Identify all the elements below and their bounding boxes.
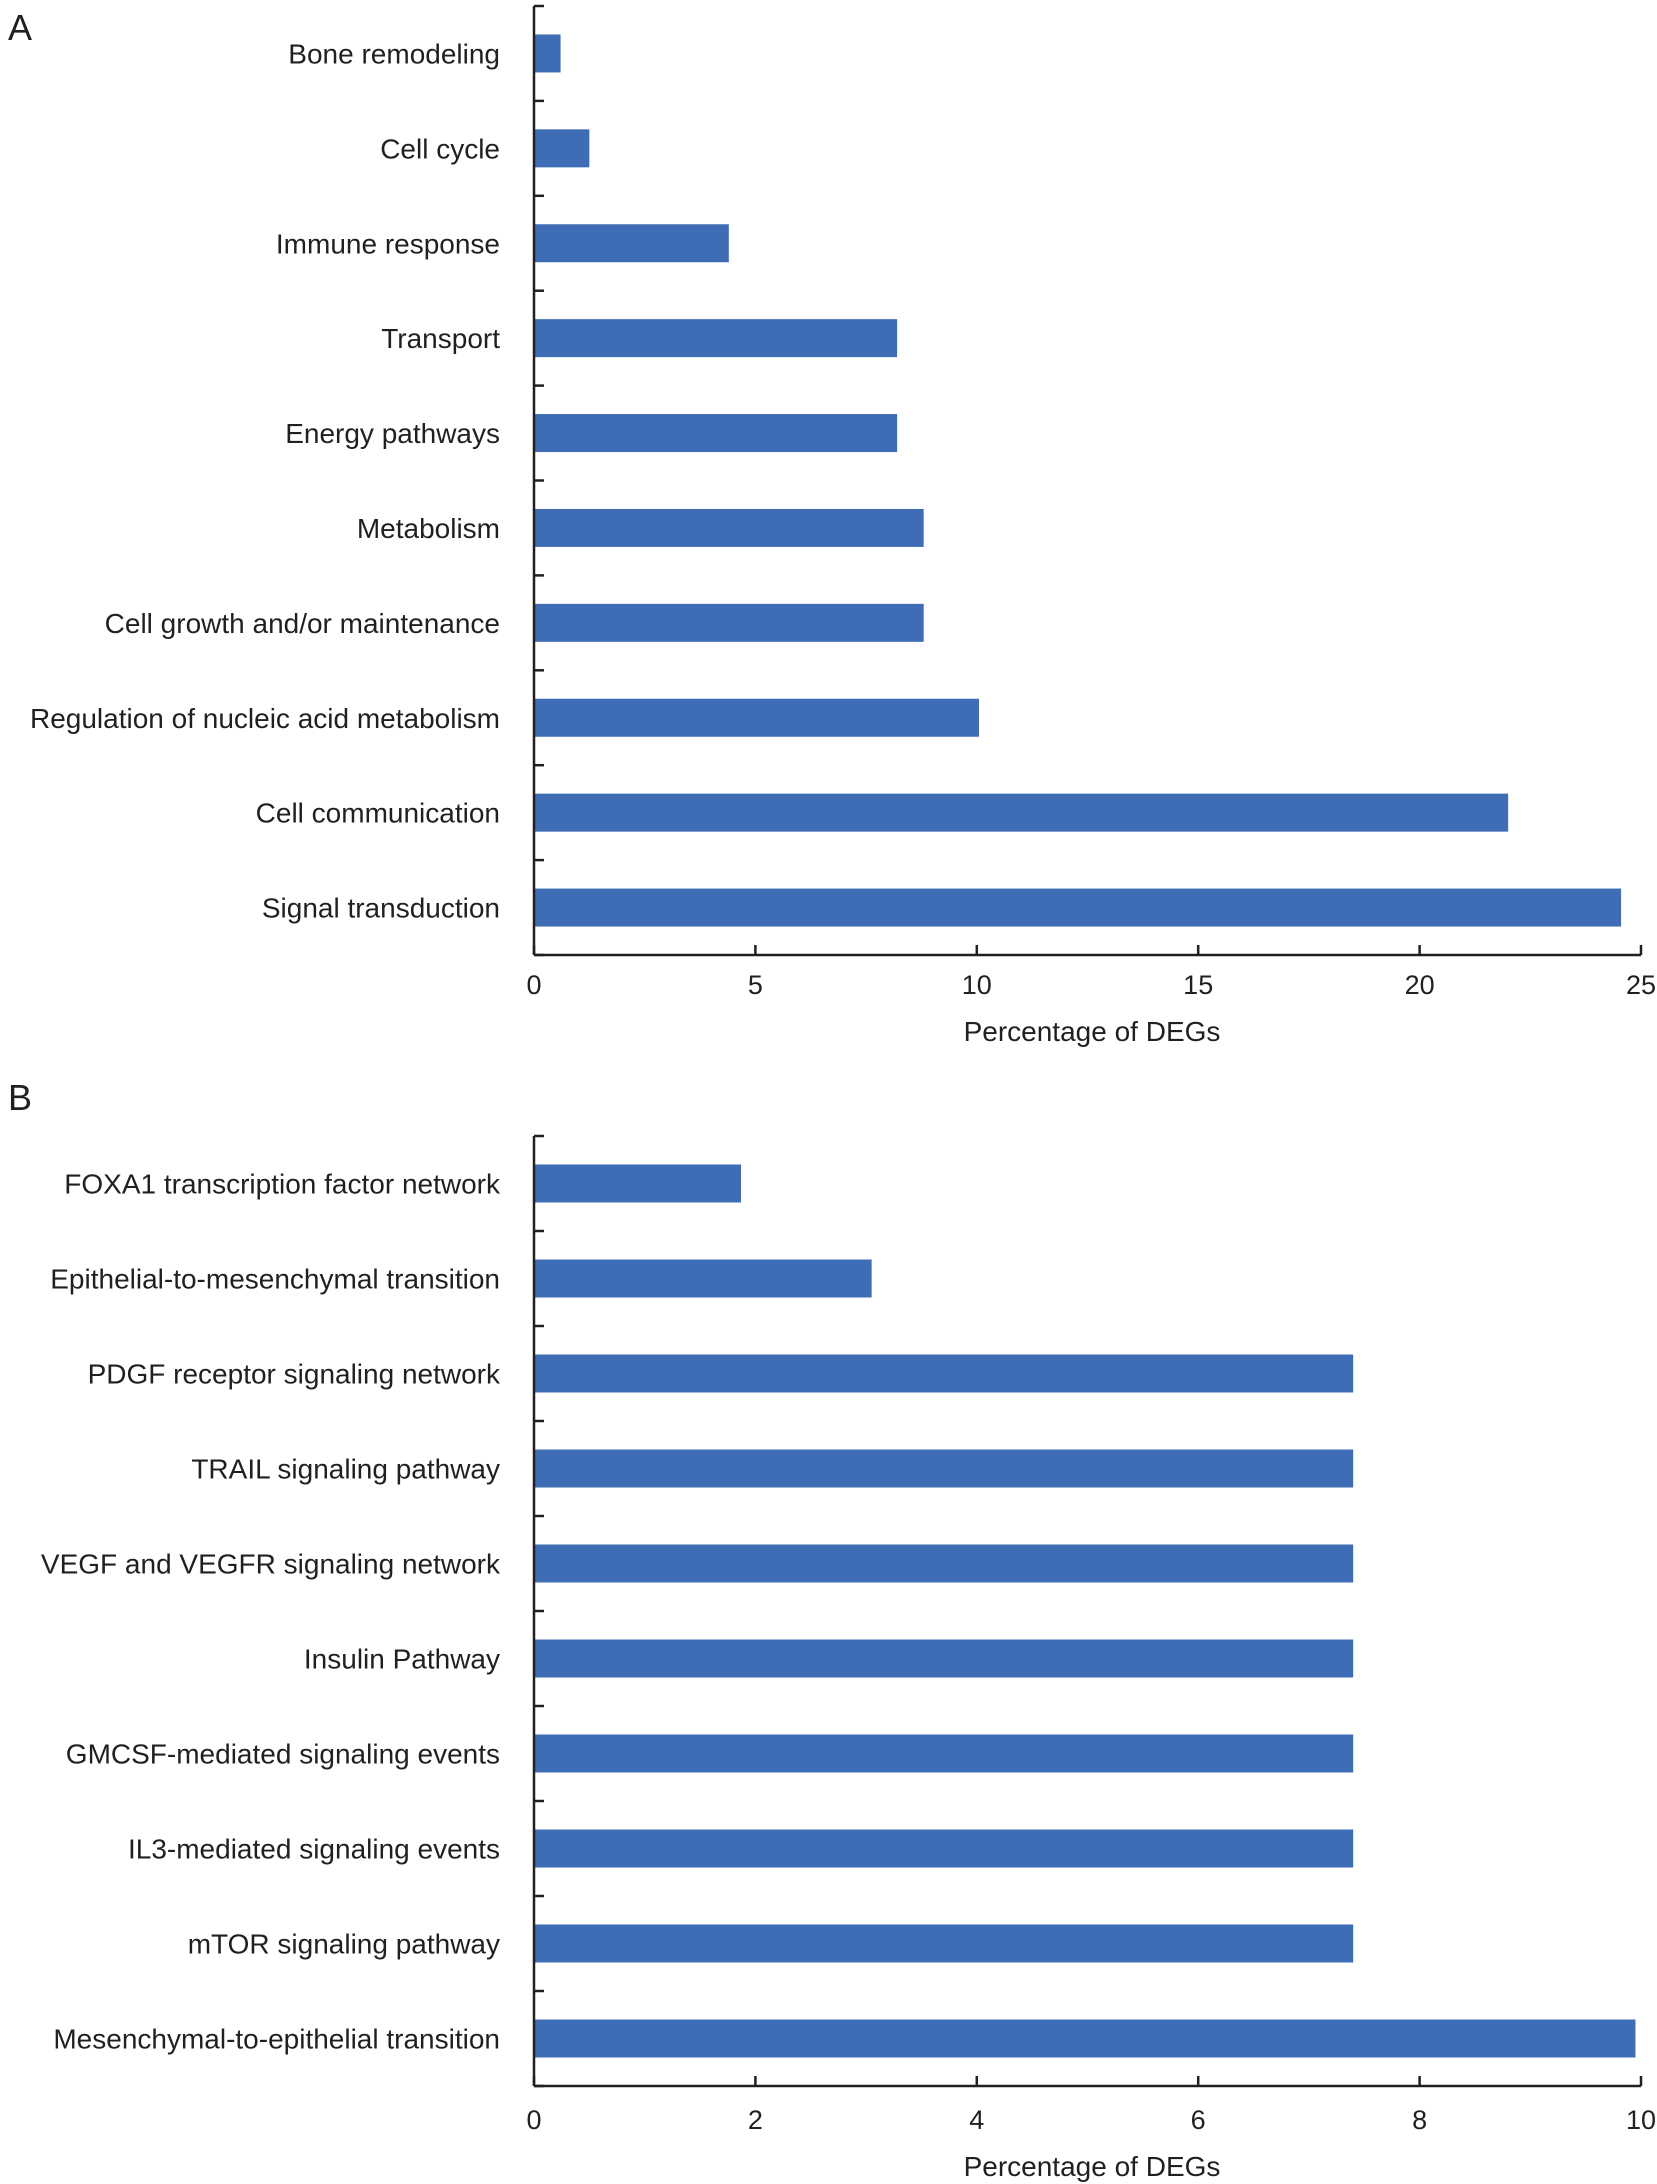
panel-a-x-tick-label: 5 xyxy=(748,970,763,1000)
panel-b-x-tick-label: 6 xyxy=(1191,2105,1206,2135)
panel-b-x-tick-label: 10 xyxy=(1626,2105,1656,2135)
panel-b-category-label: Insulin Pathway xyxy=(304,1644,500,1675)
panel-a-category-label: Signal transduction xyxy=(262,893,500,924)
panel-a-bar xyxy=(534,888,1622,927)
panel-b-category-label: Mesenchymal-to-epithelial transition xyxy=(53,2024,500,2055)
panel-a-x-axis-title: Percentage of DEGs xyxy=(964,1016,1221,1047)
panel-b-bar xyxy=(534,1164,742,1203)
panel-a-category-label: Bone remodeling xyxy=(288,38,500,69)
panel-b-x-ticks: 0 2 4 6 8 10 xyxy=(526,2076,1656,2135)
panel-a-category-label: Cell communication xyxy=(256,798,500,829)
panel-a-category-label: Energy pathways xyxy=(285,418,500,449)
panel-a-category-labels: Bone remodeling Cell cycle Immune response… xyxy=(30,38,500,923)
panel-a-bar xyxy=(534,508,924,547)
panel-b-x-tick-label: 2 xyxy=(748,2105,763,2135)
panel-b-bars xyxy=(534,1164,1636,2058)
panel-a-chart: A Bone remodeling Cell cycle Immune respon… xyxy=(8,4,1656,1047)
panel-b-category-label: IL3-mediated signaling events xyxy=(128,1834,500,1865)
panel-a-category-label: Cell cycle xyxy=(380,133,500,164)
panel-a-x-tick-label: 15 xyxy=(1183,970,1213,1000)
panel-a-bar xyxy=(534,793,1509,832)
panel-b-category-label: FOXA1 transcription factor network xyxy=(64,1169,501,1200)
panel-b-axes xyxy=(532,1134,1641,2088)
panel-a-bar xyxy=(534,414,898,453)
panel-a-category-label: Immune response xyxy=(276,228,500,259)
panel-b-letter: B xyxy=(8,1077,32,1118)
panel-b-x-tick-label: 4 xyxy=(969,2105,984,2135)
panel-a-bar xyxy=(534,34,561,73)
panel-b-bar xyxy=(534,1259,872,1298)
panel-b-category-label: PDGF receptor signaling network xyxy=(88,1359,501,1390)
panel-b-category-label: GMCSF-mediated signaling events xyxy=(66,1739,500,1770)
panel-b-category-label: TRAIL signaling pathway xyxy=(191,1454,500,1485)
panel-a-x-ticks: 0 5 10 15 20 25 xyxy=(526,945,1656,1000)
panel-b-bar xyxy=(534,1354,1354,1393)
panel-a-bar xyxy=(534,129,590,168)
panel-a-letter: A xyxy=(8,7,32,48)
panel-a-category-label: Regulation of nucleic acid metabolism xyxy=(30,703,500,734)
panel-b-x-axis-title: Percentage of DEGs xyxy=(964,2151,1221,2182)
panel-b-bar xyxy=(534,1639,1354,1678)
panel-b-x-tick-label: 0 xyxy=(526,2105,541,2135)
panel-a-x-tick-label: 25 xyxy=(1626,970,1656,1000)
panel-a-bars xyxy=(534,34,1622,927)
panel-a-category-label: Cell growth and/or maintenance xyxy=(105,608,500,639)
panel-b-bar xyxy=(534,1544,1354,1583)
panel-a-bar xyxy=(534,224,729,263)
panel-a-axes xyxy=(532,4,1641,957)
panel-b-category-label: VEGF and VEGFR signaling network xyxy=(41,1549,501,1580)
panel-b-bar xyxy=(534,1734,1354,1773)
panel-a-x-tick-label: 0 xyxy=(526,970,541,1000)
panel-b-bar xyxy=(534,1829,1354,1868)
panel-b-bar xyxy=(534,2019,1636,2058)
panel-b-category-labels: FOXA1 transcription factor network Epithe… xyxy=(41,1169,501,2055)
panel-b-category-label: mTOR signaling pathway xyxy=(188,1929,500,1960)
panel-a-bar xyxy=(534,603,924,642)
panel-b-chart: B FOXA1 transcription factor network Epit… xyxy=(8,1077,1656,2182)
panel-a-bar xyxy=(534,698,980,737)
panel-b-category-label: Epithelial-to-mesenchymal transition xyxy=(50,1264,500,1295)
panel-a-category-label: Transport xyxy=(381,323,500,354)
panel-a-x-tick-label: 10 xyxy=(962,970,992,1000)
panel-a-x-tick-label: 20 xyxy=(1405,970,1435,1000)
panel-b-bar xyxy=(534,1924,1354,1963)
panel-a-bar xyxy=(534,319,898,358)
panel-b-bar xyxy=(534,1449,1354,1488)
panel-a-category-label: Metabolism xyxy=(357,513,500,544)
panel-b-x-tick-label: 8 xyxy=(1412,2105,1427,2135)
